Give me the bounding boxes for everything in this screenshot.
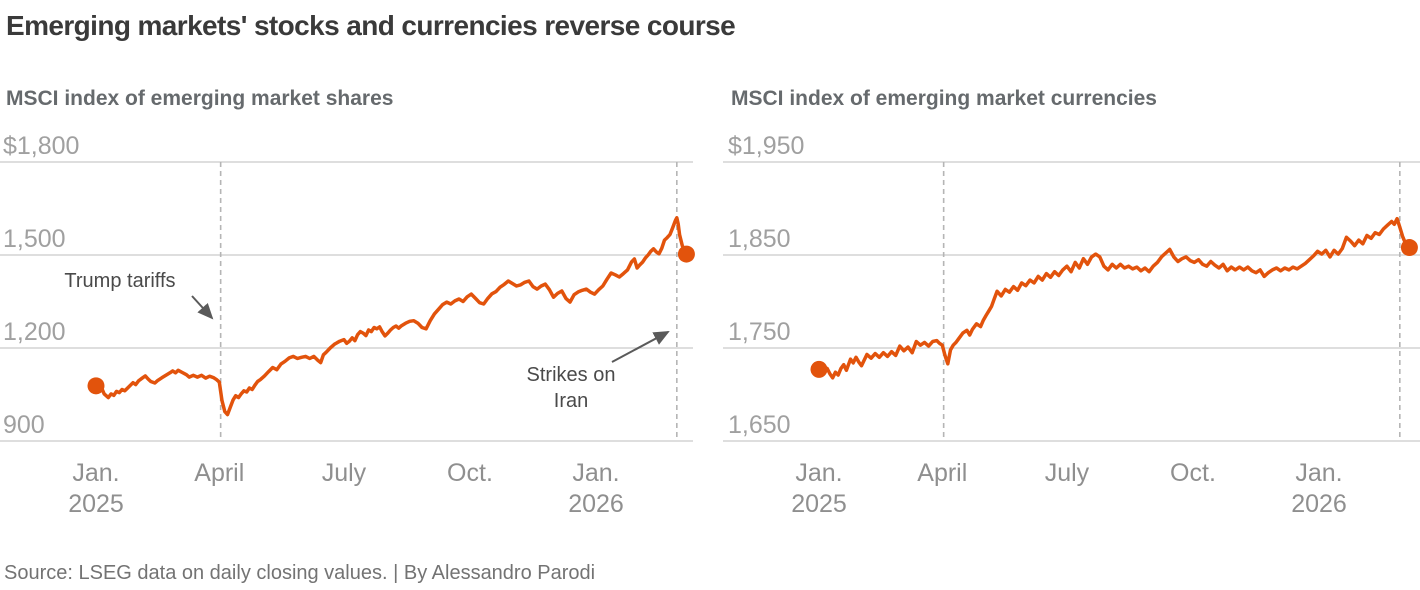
x-axis-label: Jan. — [72, 459, 119, 487]
annotation-arrow — [191, 295, 214, 320]
y-axis-label: $1,800 — [3, 132, 79, 160]
x-axis-year-label: 2026 — [568, 490, 624, 518]
x-axis-label: July — [322, 459, 367, 487]
x-axis-label: April — [917, 459, 967, 487]
x-axis-label: April — [194, 459, 244, 487]
end-marker — [677, 245, 695, 263]
source-attribution: Source: LSEG data on daily closing value… — [4, 562, 596, 584]
x-axis-year-label: 2025 — [791, 490, 847, 518]
x-axis-label: Jan. — [795, 459, 842, 487]
currencies-chart: $1,950 1,850 1,750 1,650 Jan. 2025 April July Oc… — [710, 120, 1420, 520]
x-axis-label: July — [1045, 459, 1090, 487]
series-line — [94, 216, 689, 417]
shares-chart-title: MSCI index of emerging market shares — [6, 87, 394, 110]
page-title: Emerging markets' stocks and currencies … — [6, 10, 736, 41]
y-axis-label: 1,500 — [3, 225, 66, 253]
currencies-chart-title: MSCI index of emerging market currencies — [731, 87, 1157, 110]
shares-chart: $1,800 1,500 1,200 900 Jan. 2025 April July Oct.… — [0, 120, 710, 520]
y-axis-label: 900 — [3, 411, 45, 439]
start-marker — [87, 377, 105, 395]
shares-chart-canvas: $1,800 1,500 1,200 900 Jan. 2025 April July Oct.… — [0, 132, 695, 518]
y-axis-label: 1,750 — [728, 318, 791, 346]
x-axis-year-label: 2025 — [68, 490, 124, 518]
x-axis-label: Jan. — [572, 459, 619, 487]
y-axis-label: 1,850 — [728, 225, 791, 253]
start-marker — [810, 360, 828, 378]
trump-tariffs-annotation: Trump tariffs — [64, 270, 176, 292]
x-axis-label: Oct. — [1170, 459, 1216, 487]
x-axis-year-label: 2026 — [1291, 490, 1347, 518]
y-axis-label: 1,650 — [728, 411, 791, 439]
x-axis-label: Oct. — [447, 459, 493, 487]
y-axis-label: $1,950 — [728, 132, 804, 160]
x-axis-label: Jan. — [1295, 459, 1342, 487]
series-line — [817, 216, 1412, 380]
annotation-arrow — [611, 331, 670, 363]
end-marker — [1400, 239, 1418, 257]
y-axis-label: 1,200 — [3, 318, 66, 346]
strikes-on-iran-annotation: Strikes on Iran — [526, 364, 616, 413]
